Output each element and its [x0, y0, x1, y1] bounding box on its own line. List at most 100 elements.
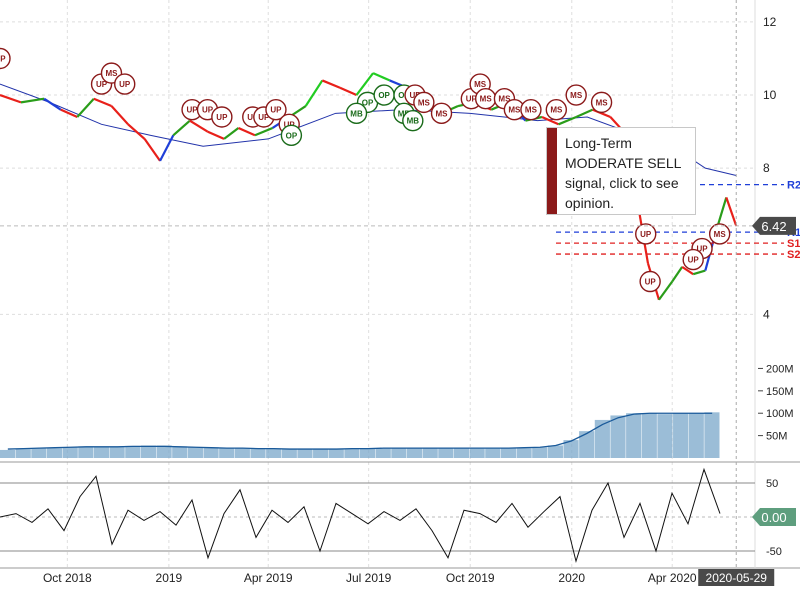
price-segment: [207, 130, 225, 140]
x-tick-label: Oct 2019: [446, 571, 495, 585]
volume-moving-average: [7, 412, 713, 450]
volume-bar: [532, 447, 548, 458]
signal-circle: [545, 98, 568, 121]
signal-label: MB: [398, 109, 411, 118]
signal-label: MS: [596, 98, 609, 107]
signal-marker-ms: MS: [413, 91, 435, 114]
price-segment: [541, 115, 559, 126]
volume-tick-label: 100M: [766, 408, 794, 420]
x-tick-label: 2019: [156, 571, 183, 585]
signal-circle: [211, 106, 233, 128]
signal-circle: [345, 102, 368, 125]
volume-bar: [594, 419, 610, 458]
volume-bar: [626, 413, 642, 458]
price-segment: [692, 269, 706, 276]
signal-circle: [639, 270, 661, 293]
signal-label: MS: [550, 106, 563, 115]
signal-circle: [280, 124, 303, 146]
x-tick-label: Apr 2020: [648, 571, 697, 585]
price-segment: [93, 97, 112, 108]
price-segment: [304, 79, 324, 107]
signal-label: OP: [378, 91, 390, 100]
signal-tooltip[interactable]: Long-Term MODERATE SELL signal, click to…: [546, 127, 696, 215]
signal-circle: [114, 73, 136, 95]
price-segment: [558, 115, 577, 126]
price-segment: [725, 197, 738, 227]
signal-label: MB: [350, 109, 363, 118]
signal-marker-ms: MS: [545, 98, 568, 121]
volume-bar: [172, 446, 188, 458]
signal-label: OP: [398, 91, 410, 100]
volume-bar: [266, 449, 282, 458]
signal-circle: [565, 84, 587, 106]
signal-label: MS: [714, 230, 727, 239]
signal-label: UP: [0, 54, 6, 63]
signal-label: MB: [407, 117, 420, 126]
signal-marker-up: UP: [682, 248, 704, 271]
signal-marker-mb: MB: [402, 109, 424, 132]
volume-bar: [0, 449, 16, 458]
volume-bar: [93, 446, 110, 458]
volume-bar: [281, 449, 297, 458]
price-segment: [20, 97, 45, 104]
signal-circle: [635, 223, 657, 245]
signal-marker-op: OP: [280, 124, 303, 146]
volume-bars: [0, 412, 720, 458]
last-price-tag: [752, 216, 796, 235]
level-label-r2: R2: [787, 180, 800, 192]
osc-tick-label: -50: [766, 546, 782, 558]
price-segment: [355, 72, 374, 96]
signal-label: UP: [216, 113, 228, 122]
volume-bar: [140, 445, 157, 458]
x-tick-label: Oct 2018: [43, 571, 92, 585]
price-segment: [681, 265, 694, 276]
volume-bar: [344, 448, 360, 458]
signal-label: UP: [466, 95, 478, 104]
volume-bar: [46, 448, 63, 458]
signal-label: UP: [640, 230, 652, 239]
signal-label: MS: [480, 95, 493, 104]
tooltip-text[interactable]: Long-Term MODERATE SELL signal, click to…: [565, 135, 681, 211]
volume-bar: [516, 448, 532, 458]
signal-label: MS: [525, 106, 538, 115]
volume-bar: [360, 448, 376, 458]
price-segment: [143, 138, 161, 162]
volume-bar: [203, 447, 219, 458]
volume-bar: [688, 413, 704, 458]
price-segment: [372, 72, 391, 82]
osc-tick-label: 50: [766, 478, 778, 490]
price-segment: [159, 134, 175, 162]
price-segment: [321, 79, 341, 89]
volume-bar: [156, 445, 172, 458]
volume-bar: [297, 449, 313, 458]
signal-label: MS: [474, 80, 487, 89]
signal-circle: [708, 223, 731, 245]
x-tick-label: Jul 2019: [346, 571, 392, 585]
price-segment: [237, 126, 256, 137]
signal-marker-ms: MS: [590, 91, 613, 114]
volume-tick-label: 50M: [766, 431, 787, 443]
volume-bar: [391, 448, 407, 458]
signal-marker-ms: MS: [565, 84, 587, 106]
signal-marker-ms: MS: [430, 102, 453, 125]
price-tick-label: 12: [763, 15, 777, 29]
signal-label: MS: [105, 69, 118, 78]
signal-circle: [520, 98, 542, 121]
signal-label: UP: [186, 106, 198, 115]
volume-bar: [469, 448, 485, 458]
volume-bar: [125, 445, 141, 458]
signal-label: UP: [409, 91, 421, 100]
price-segment: [575, 108, 594, 118]
signal-marker-up: UP: [265, 98, 287, 121]
price-segment: [254, 126, 274, 137]
volume-bar: [62, 447, 78, 458]
volume-bar: [406, 448, 423, 458]
signal-label: UP: [270, 106, 282, 115]
price-tick-label: 10: [763, 88, 777, 102]
signal-marker-up: UP: [639, 270, 661, 293]
signal-label: UP: [202, 106, 214, 115]
volume-tick-label: 200M: [766, 363, 794, 375]
level-label-s1: S1: [787, 238, 800, 250]
signal-circle: [402, 109, 424, 132]
x-tick-label: 2020: [558, 571, 585, 585]
